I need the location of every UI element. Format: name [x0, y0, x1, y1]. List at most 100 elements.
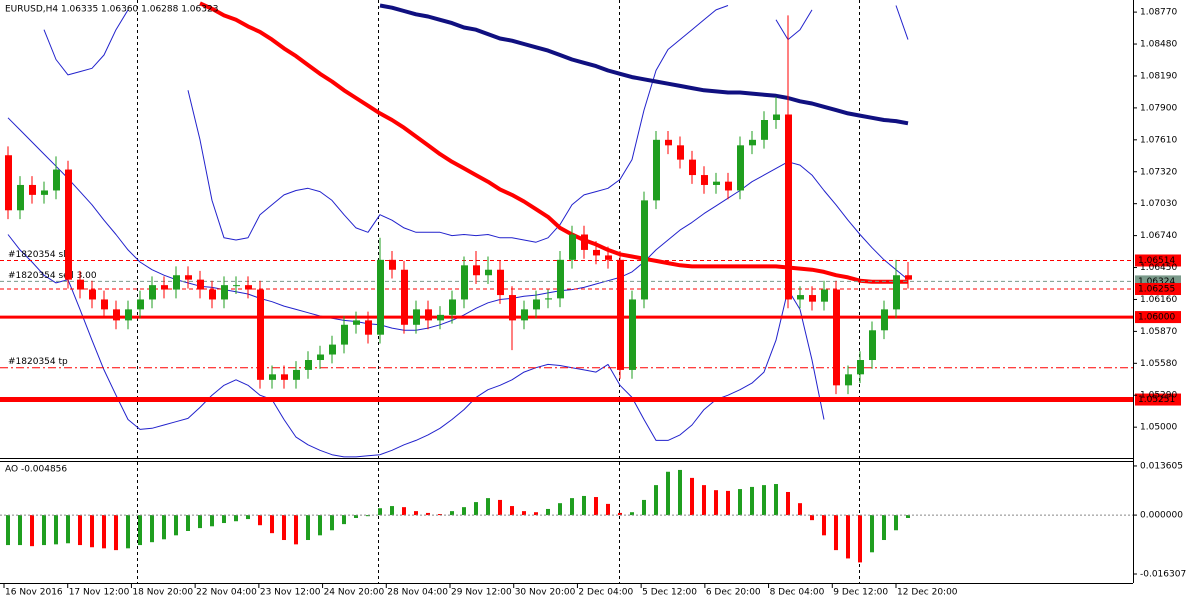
y-tick-label: 1.05290 — [1140, 391, 1177, 401]
ao-bar — [762, 485, 766, 516]
candle-body — [509, 295, 516, 321]
candle-body — [665, 139, 672, 146]
candle-body — [785, 114, 792, 300]
ao-bar — [786, 491, 790, 516]
candle-body — [857, 360, 864, 375]
candle-body — [257, 289, 264, 380]
indicator-title: AO -0.004856 — [5, 465, 67, 475]
ao-bar — [798, 503, 802, 516]
ao-bar — [66, 515, 70, 544]
ao-bar — [426, 512, 430, 516]
ao-bar — [186, 515, 190, 531]
indicator-line — [7, 234, 825, 458]
candle-body — [329, 344, 336, 355]
candle-body — [473, 265, 480, 276]
ao-bar — [834, 515, 838, 551]
x-tick-label: 23 Nov 12:00 — [260, 588, 321, 598]
candle-body — [209, 289, 216, 300]
candle-body — [17, 184, 24, 211]
level-label-box — [1135, 393, 1181, 406]
ao-bar — [558, 503, 562, 516]
candle-body — [389, 259, 396, 270]
level-label: 1.06324 — [1138, 277, 1175, 287]
ao-bar — [546, 508, 550, 516]
candle-body — [401, 269, 408, 325]
candle-body — [197, 279, 204, 290]
ao-bar — [606, 503, 610, 516]
candle-body — [377, 259, 384, 335]
candle-body — [629, 299, 636, 370]
ao-bar — [102, 515, 106, 549]
ao-bar — [354, 515, 358, 518]
candle-body — [413, 309, 420, 325]
ao-bar — [126, 515, 130, 549]
candle-body — [221, 285, 228, 300]
candle-body — [29, 184, 36, 195]
candle-body — [605, 255, 612, 260]
ao-bar — [306, 515, 310, 541]
ao-bar — [162, 515, 166, 540]
y-tick-label: 1.06450 — [1140, 263, 1177, 273]
candle-body — [773, 114, 780, 121]
candle-body — [485, 269, 492, 276]
candle-body — [449, 299, 456, 315]
ao-bar — [846, 515, 850, 559]
ao-bar — [90, 515, 94, 548]
y-tick-label: 1.08190 — [1140, 71, 1177, 81]
y-tick-label: 1.06160 — [1140, 295, 1177, 305]
ao-bar — [510, 506, 514, 516]
ao-bar — [894, 515, 898, 531]
candle-body — [149, 285, 156, 300]
candle-body — [533, 299, 540, 310]
ao-bar — [210, 515, 214, 527]
level-text: #1820354 sl — [8, 250, 66, 260]
ao-bar — [570, 498, 574, 516]
candle-body — [521, 309, 528, 321]
candle-body — [641, 200, 648, 300]
candle-body — [737, 145, 744, 191]
x-tick-label: 5 Dec 12:00 — [642, 588, 697, 598]
level-label: 1.06000 — [1138, 313, 1175, 323]
ao-bar — [366, 515, 370, 517]
ao-bar — [738, 489, 742, 516]
ao-bar — [414, 511, 418, 516]
candle-body — [545, 298, 552, 300]
ao-bar — [138, 515, 142, 546]
candle-body — [77, 279, 84, 290]
period-separators — [137, 0, 860, 583]
candle-body — [833, 289, 840, 386]
ao-bar — [330, 515, 334, 531]
y-tick-label: 0.000000 — [1140, 511, 1183, 521]
candle-body — [281, 374, 288, 380]
ao-bar — [642, 499, 646, 516]
candle-body — [821, 289, 828, 302]
ao-bar — [6, 515, 10, 546]
ao-bar — [750, 486, 754, 516]
ao-bar — [78, 515, 82, 546]
candle-body — [161, 285, 168, 290]
candle-body — [677, 145, 684, 160]
y-tick-label: 1.07610 — [1140, 135, 1177, 145]
ao-bar — [18, 515, 22, 546]
ao-bar — [774, 484, 778, 516]
level-label-box — [1135, 311, 1181, 324]
ao-bar — [594, 497, 598, 516]
ao-bar — [402, 507, 406, 516]
ao-bar — [690, 477, 694, 516]
y-tick-label: 1.07900 — [1140, 103, 1177, 113]
candle-body — [65, 169, 72, 280]
y-tick-label: 1.06740 — [1140, 231, 1177, 241]
x-tick-label: 9 Dec 12:00 — [833, 588, 888, 598]
level-label: 1.05251 — [1138, 395, 1175, 405]
x-tick-label: 2 Dec 04:00 — [578, 588, 633, 598]
candle-body — [689, 159, 696, 176]
y-tick-label: 1.08480 — [1140, 40, 1177, 50]
x-tick-label: 29 Nov 12:00 — [451, 588, 512, 598]
ao-bar — [630, 512, 634, 516]
candle-body — [233, 285, 240, 287]
candle-body — [845, 374, 852, 386]
x-tick-label: 18 Nov 20:00 — [132, 588, 193, 598]
ao-bar — [234, 515, 238, 522]
x-tick-label: 17 Nov 12:00 — [69, 588, 130, 598]
